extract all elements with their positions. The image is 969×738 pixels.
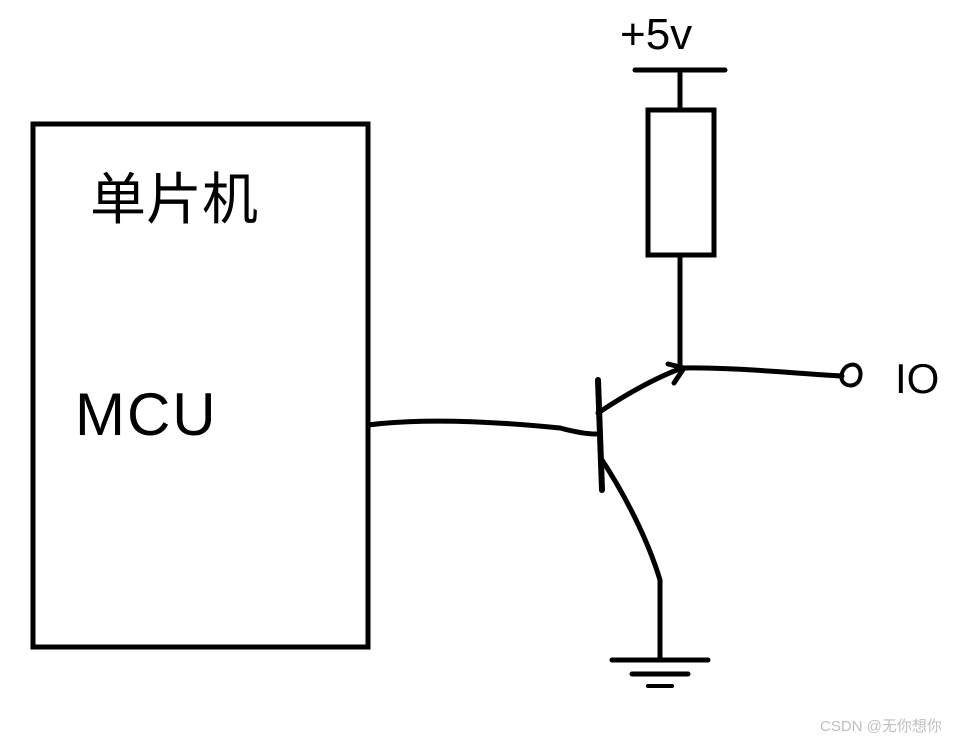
mcu-label-bottom: MCU (75, 380, 218, 449)
wire-mcu-to-base (368, 421, 596, 434)
wire-collector-to-io (682, 368, 842, 376)
transistor-emitter (602, 460, 660, 580)
transistor-collector (598, 368, 682, 413)
mcu-label-top: 单片机 (90, 155, 258, 236)
circuit-diagram (0, 0, 969, 738)
transistor-bar (598, 380, 602, 490)
watermark: CSDN @无你想你 (820, 715, 942, 736)
resistor (648, 110, 714, 255)
power-label: +5v (620, 10, 692, 60)
io-label: IO (895, 355, 939, 403)
